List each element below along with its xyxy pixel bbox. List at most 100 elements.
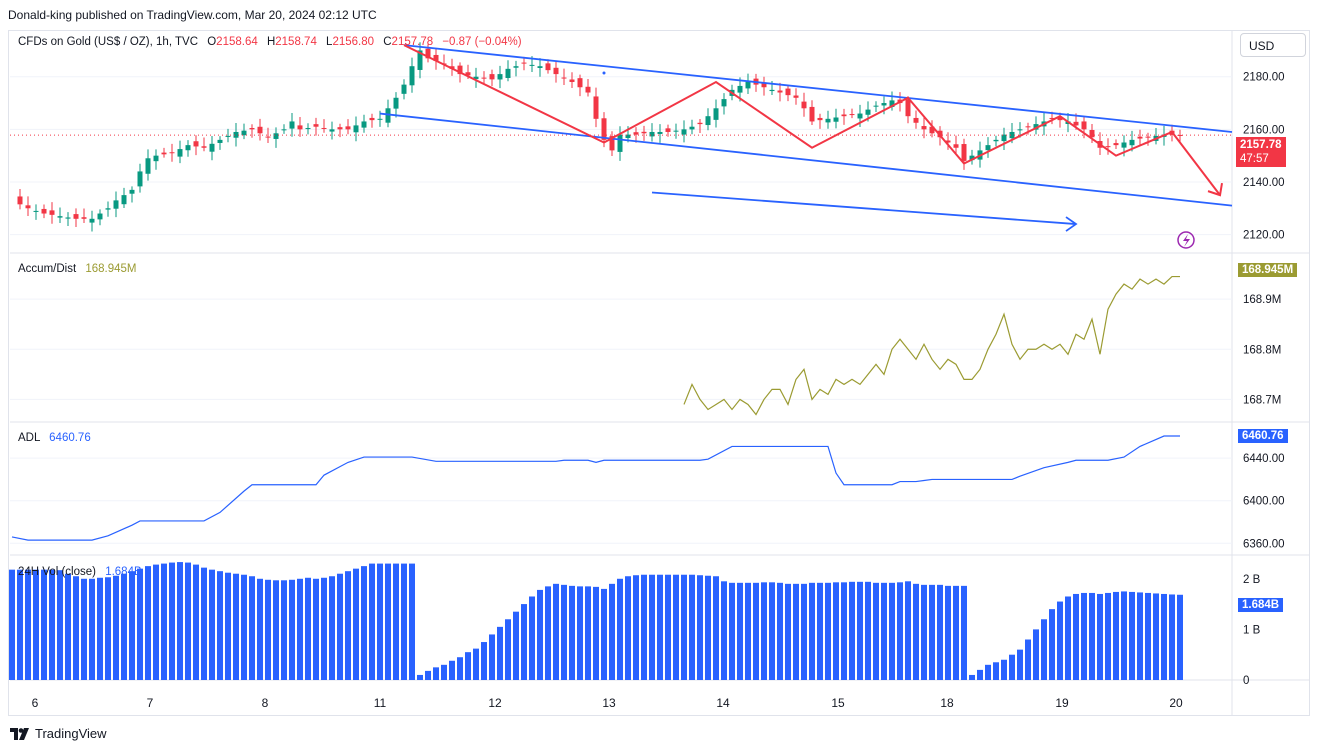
volume-bar [1041, 619, 1047, 680]
candle-body [1001, 134, 1007, 142]
volume-bar [529, 596, 535, 680]
candle-body [473, 76, 479, 80]
candle-body [121, 195, 127, 205]
price-tag-value: 2157.78 [1240, 139, 1282, 151]
volume-bar [449, 660, 455, 680]
ohlc-h: H2158.74 [267, 36, 317, 48]
candle-body [209, 143, 215, 152]
volume-bar [745, 582, 751, 680]
candle-body [49, 210, 55, 215]
price-axis-tick: 2160.00 [1243, 124, 1285, 136]
volume-bar [825, 582, 831, 680]
volume-bar [265, 579, 271, 680]
volume-bar [657, 574, 663, 680]
candle-body [153, 155, 159, 162]
candle-body [521, 62, 527, 64]
candle-body [913, 117, 919, 123]
volume-bar [1073, 593, 1079, 680]
volume-bar [65, 573, 71, 680]
volume-bar [1177, 594, 1183, 680]
candle-body [689, 126, 695, 130]
volume-bar [521, 604, 527, 680]
volume-bar [841, 582, 847, 680]
volume-bar [1137, 592, 1143, 680]
candle-body [889, 100, 895, 107]
candle-body [345, 126, 351, 130]
volume-bar [737, 582, 743, 680]
volume-bar [969, 674, 975, 680]
candle-body [425, 48, 431, 59]
vol-title[interactable]: 24H Vol (close) [18, 566, 96, 578]
volume-bar [1001, 659, 1007, 680]
candle-body [537, 66, 543, 68]
volume-bar [497, 626, 503, 680]
adl-title[interactable]: ADL [18, 432, 40, 444]
candle-body [217, 139, 223, 143]
volume-bar [913, 583, 919, 680]
l-label: L [326, 36, 333, 48]
volume-bar [17, 569, 23, 680]
candle-body [841, 114, 847, 117]
candle-body [201, 146, 207, 148]
volume-bar [473, 648, 479, 680]
volume-bar [377, 563, 383, 680]
volume-bar [697, 575, 703, 680]
symbol-label[interactable]: CFDs on Gold (US$ / OZ), 1h, TVC [18, 36, 199, 48]
candle-body [353, 125, 359, 133]
channel-upper-line [403, 44, 1233, 133]
volume-bar [89, 578, 95, 680]
volume-bar [785, 583, 791, 680]
volume-bar [673, 574, 679, 680]
candle-body [313, 124, 319, 127]
volume-bar [1129, 591, 1135, 680]
volume-bar [297, 578, 303, 680]
accum-dist-line [683, 275, 1180, 416]
volume-bar [217, 571, 223, 680]
currency-button[interactable]: USD [1240, 33, 1306, 57]
volume-bar [889, 582, 895, 680]
volume-bar [281, 580, 287, 680]
accum-title[interactable]: Accum/Dist [18, 263, 77, 275]
candle-body [225, 135, 231, 137]
time-axis-tick: 8 [262, 696, 269, 710]
zigzag-arrow-head [1207, 182, 1223, 197]
candle-body [953, 144, 959, 148]
volume-bar [793, 583, 799, 680]
c-label: C [383, 36, 392, 48]
candle-body [1009, 131, 1015, 139]
candle-body [713, 108, 719, 120]
adl-axis-tick: 6360.00 [1243, 538, 1285, 550]
candle-body [681, 129, 687, 135]
volume-bar [329, 576, 335, 680]
candle-body [281, 129, 287, 131]
candle-body [769, 89, 775, 92]
candle-body [433, 54, 439, 61]
footer-brand[interactable]: TradingView [10, 726, 107, 741]
volume-bar [713, 576, 719, 680]
volume-bar [257, 578, 263, 680]
candle-body [881, 103, 887, 106]
volume-bar [321, 577, 327, 680]
time-axis-tick: 11 [374, 696, 387, 710]
volume-bar [753, 582, 759, 680]
time-axis-tick: 15 [831, 696, 845, 710]
vol-axis-tick: 1 B [1243, 624, 1261, 636]
time-axis-tick: 12 [488, 696, 502, 710]
tradingview-logo-icon [10, 727, 29, 740]
candle-body [41, 208, 47, 214]
volume-bar [553, 583, 559, 680]
volume-bar [1153, 593, 1159, 680]
change-value: −0.87 (−0.04%) [442, 36, 522, 48]
volume-bar [1017, 649, 1023, 680]
volume-bar [1081, 592, 1087, 680]
candle-body [697, 122, 703, 125]
candle-body [65, 217, 71, 219]
candle-body [585, 86, 591, 93]
volume-bar [41, 569, 47, 680]
volume-bar [593, 586, 599, 680]
candle-body [1081, 121, 1087, 130]
candle-body [633, 132, 639, 135]
candle-body [873, 105, 879, 107]
volume-bar [873, 582, 879, 680]
